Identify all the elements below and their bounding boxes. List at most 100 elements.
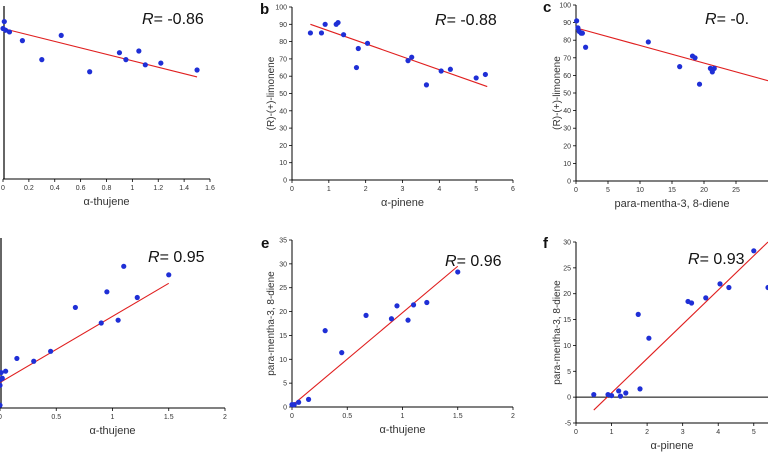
x-tick-label: 2 [645, 429, 649, 436]
data-point [305, 396, 312, 402]
data-point [307, 30, 314, 36]
data-point [0, 375, 5, 381]
data-point [696, 81, 703, 87]
data-point [692, 55, 698, 61]
data-point [405, 58, 411, 64]
x-tick-label: 25 [732, 187, 740, 194]
data-point [409, 54, 415, 60]
y-tick-label: 25 [279, 285, 287, 292]
x-tick-label: 5 [474, 186, 478, 193]
data-point [0, 369, 4, 376]
regression-line [0, 282, 170, 383]
panel-f: 0 1 2 3 4 5-5051015202530α-pinenepara-mentha-… [543, 235, 768, 452]
data-point [355, 45, 361, 52]
data-point [39, 57, 45, 63]
correlation-label: R= 0.96 [445, 253, 502, 270]
y-tick-label: 35 [279, 238, 287, 245]
data-point [31, 358, 37, 364]
data-point [424, 299, 430, 306]
data-point [583, 44, 589, 50]
data-point [322, 328, 328, 334]
x-tick-label: 0 [574, 187, 578, 194]
data-point [158, 60, 164, 66]
data-point [1, 18, 7, 25]
x-axis-label: α-thujene [379, 424, 425, 436]
y-tick-label: 50 [279, 91, 287, 98]
y-tick-label: 40 [279, 108, 287, 115]
y-tick-label: 20 [279, 309, 287, 316]
y-tick-label: 0 [283, 405, 287, 412]
regression-line [310, 23, 488, 88]
x-tick-label: 0.4 [50, 185, 60, 192]
data-point [19, 38, 26, 44]
correlation-label: R= -0.88 [435, 12, 497, 29]
data-point [473, 75, 479, 81]
x-axis-label: α-thujene [83, 196, 129, 208]
data-point [410, 302, 417, 308]
y-tick-label: 0 [283, 178, 287, 185]
x-tick-label: 3 [681, 429, 685, 436]
x-tick-label: 2 [511, 413, 515, 420]
y-tick-label: 50 [563, 91, 571, 98]
data-point [291, 402, 297, 408]
data-point [0, 402, 3, 408]
x-tick-label: 0.5 [342, 413, 352, 420]
x-tick-label: 6 [511, 186, 515, 193]
data-point [364, 40, 371, 46]
x-tick-label: 0.6 [76, 185, 86, 192]
data-point [116, 50, 123, 56]
y-tick-label: 90 [279, 22, 287, 29]
data-point [87, 69, 93, 75]
y-tick-label: 15 [563, 317, 571, 324]
y-tick-label: 10 [279, 357, 287, 364]
x-tick-label: 1.4 [179, 185, 189, 192]
y-tick-label: 60 [279, 74, 287, 81]
y-axis-label: (R)-(+)-limonene [266, 56, 277, 130]
y-tick-label: 30 [563, 240, 571, 247]
data-point [765, 284, 768, 291]
x-tick-label: 1 [401, 413, 405, 420]
data-point [394, 303, 400, 309]
y-axis-label: (R)-(+)-limonene [552, 56, 563, 130]
data-point [363, 312, 369, 318]
y-tick-label: 5 [567, 369, 571, 376]
y-tick-label: -5 [565, 421, 571, 428]
data-point [591, 391, 597, 398]
data-point [623, 390, 629, 396]
data-point [646, 335, 652, 341]
data-point [58, 32, 64, 39]
x-tick-label: 10 [636, 187, 644, 194]
data-point [726, 284, 732, 291]
y-tick-label: 100 [559, 3, 571, 10]
data-point [447, 66, 453, 72]
data-point [645, 39, 651, 45]
y-tick-label: 100 [275, 5, 287, 12]
panel-d: 0 0.5 1 1.5 2 α-thujene R= 0.95 [0, 238, 227, 437]
regression-line [2, 27, 198, 78]
x-tick-label: 0 [0, 414, 2, 421]
x-tick-label: 1.6 [205, 185, 215, 192]
x-tick-label: 1 [111, 414, 115, 421]
data-point [703, 295, 709, 301]
data-point [616, 388, 622, 394]
x-tick-label: 4 [437, 186, 441, 193]
data-point [388, 316, 395, 322]
data-point [3, 368, 9, 374]
data-point [455, 269, 461, 275]
data-point [296, 399, 302, 405]
regression-line [575, 27, 768, 82]
data-point [579, 30, 586, 36]
x-tick-label: 0 [290, 186, 294, 193]
x-tick-label: 0 [290, 413, 294, 420]
data-point [98, 320, 104, 326]
data-point [711, 65, 717, 71]
regression-line [593, 241, 768, 411]
data-point [115, 317, 121, 323]
y-tick-label: 60 [563, 73, 571, 80]
correlation-label: R= 0.95 [148, 249, 205, 266]
data-point [405, 317, 411, 323]
data-point [318, 30, 325, 36]
y-axis-label: para-mentha-3, 8-diene [266, 271, 277, 376]
panel-label: b [260, 1, 269, 18]
